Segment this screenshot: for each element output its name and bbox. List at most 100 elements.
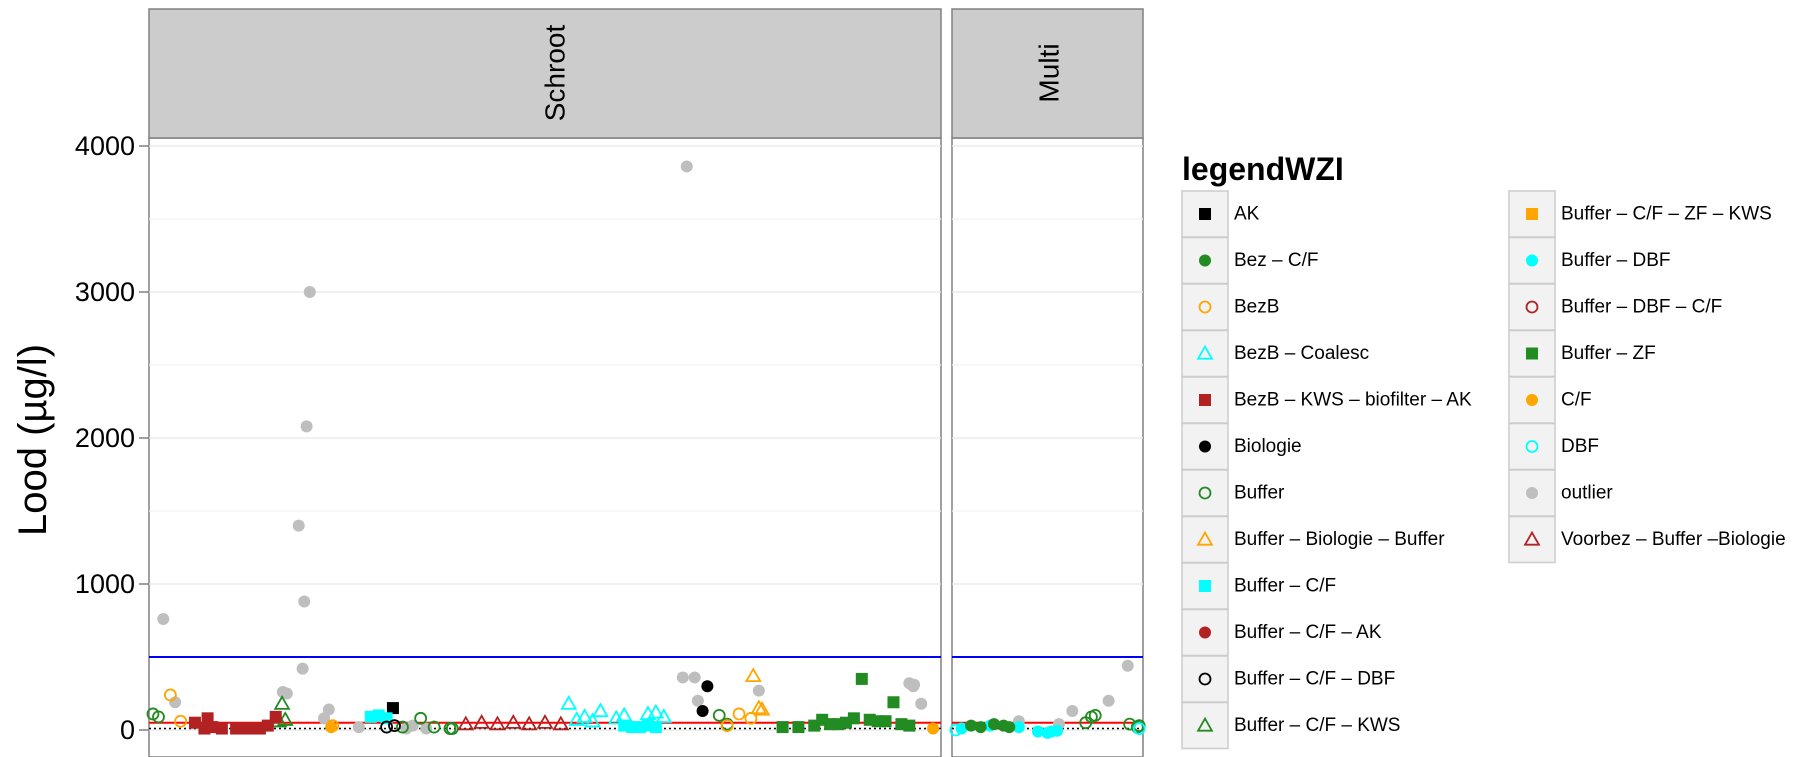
legend-label: Buffer – C/F – DBF	[1234, 669, 1395, 690]
data-point	[576, 708, 594, 723]
data-point	[855, 672, 868, 685]
data-point	[691, 694, 704, 707]
legend-label: AK	[1234, 204, 1260, 225]
data-point	[157, 613, 170, 626]
data-point	[988, 718, 1001, 731]
data-point	[380, 720, 394, 734]
data-point	[712, 709, 726, 722]
data-point	[701, 680, 714, 693]
legend-key	[1181, 469, 1229, 517]
legend-label: BezB – KWS – biofilter – AK	[1234, 390, 1472, 411]
data-point	[296, 662, 309, 675]
data-point	[732, 707, 746, 721]
data-point	[1051, 724, 1064, 737]
data-point	[560, 695, 578, 710]
data-point	[927, 722, 940, 735]
data-point	[1003, 721, 1016, 734]
legend-label: outlier	[1561, 483, 1613, 504]
data-point	[552, 715, 570, 731]
data-point	[591, 702, 609, 718]
y-axis-title: Lood (µg/l)	[11, 344, 55, 536]
data-point	[1012, 721, 1025, 734]
data-point	[1066, 705, 1079, 718]
data-point	[974, 721, 987, 734]
data-point	[303, 286, 316, 298]
data-point	[750, 699, 768, 715]
data-point	[1130, 720, 1144, 734]
legend-symbol	[1199, 208, 1211, 220]
panel-schroot: Schroot	[148, 8, 942, 757]
legend-symbol	[1526, 254, 1538, 267]
legend-symbol	[1199, 626, 1211, 639]
y-tick-label: 0	[120, 715, 135, 745]
legend-label: Voorbez – Buffer –Biologie	[1561, 529, 1786, 550]
strip-label-multi: Multi	[1034, 43, 1065, 102]
legend-label: Buffer – DBF – C/F	[1561, 297, 1722, 318]
data-point	[649, 721, 662, 734]
data-point	[676, 671, 689, 684]
data-point	[269, 710, 282, 723]
legend-label: Bez – C/F	[1234, 250, 1318, 271]
data-point	[1132, 722, 1146, 735]
legend-symbol	[1525, 300, 1539, 314]
data-point	[163, 688, 177, 702]
panel-background	[148, 137, 942, 757]
data-point	[879, 715, 892, 728]
data-point	[215, 722, 228, 735]
data-point	[647, 703, 665, 719]
data-point	[201, 712, 214, 725]
legend-label: BezB – Coalesc	[1234, 343, 1369, 364]
data-point	[615, 706, 633, 722]
y-tick-label: 1000	[75, 569, 135, 599]
data-point	[753, 700, 771, 716]
data-point	[1121, 659, 1134, 672]
legend-label: BezB	[1234, 297, 1279, 318]
legend-symbol	[1199, 440, 1211, 453]
data-point	[776, 721, 789, 734]
data-point	[887, 696, 900, 709]
data-point	[322, 703, 335, 716]
data-point	[744, 711, 758, 725]
data-point	[298, 595, 311, 608]
legend-symbol	[1526, 347, 1538, 360]
legend-symbol	[1196, 344, 1214, 360]
legend-key	[1181, 655, 1229, 703]
data-point	[352, 721, 365, 734]
y-tick-label: 4000	[75, 131, 135, 161]
data-point	[792, 721, 805, 734]
data-point	[388, 719, 401, 733]
data-point	[1031, 725, 1044, 738]
data-point	[386, 702, 399, 715]
legend-symbol	[1199, 394, 1211, 406]
legend-label: Buffer – C/F – KWS	[1234, 715, 1400, 736]
data-point	[1102, 694, 1115, 707]
legend-label: Buffer	[1234, 483, 1285, 504]
data-point	[230, 722, 243, 735]
strip-background	[951, 8, 1144, 139]
data-point	[325, 721, 338, 734]
legend-symbol	[1526, 394, 1538, 406]
data-point	[720, 719, 734, 733]
strip-label-schroot: Schroot	[540, 25, 571, 122]
data-point	[445, 722, 459, 735]
panel-multi: Multi	[951, 8, 1144, 757]
data-point	[915, 697, 928, 710]
data-point	[824, 718, 837, 731]
legend-key	[1181, 701, 1229, 750]
legend-symbol	[1199, 254, 1211, 267]
legend-label: Buffer – Biologie – Buffer	[1234, 529, 1445, 550]
panel-background	[951, 137, 1144, 757]
data-point	[174, 714, 188, 728]
legend-title: legendWZI	[1182, 151, 1344, 187]
data-point	[396, 720, 409, 734]
data-point	[520, 715, 538, 731]
strip-background	[148, 8, 942, 139]
y-axis: 0 1000 2000 3000 4000	[75, 131, 149, 745]
legend-label: Buffer – C/F – ZF – KWS	[1561, 204, 1772, 225]
data-point	[744, 667, 762, 683]
legend-label: Buffer – C/F	[1234, 576, 1336, 597]
legend-label: Buffer – C/F – AK	[1234, 622, 1382, 643]
data-point	[188, 716, 201, 729]
legend-symbol	[1526, 487, 1538, 499]
